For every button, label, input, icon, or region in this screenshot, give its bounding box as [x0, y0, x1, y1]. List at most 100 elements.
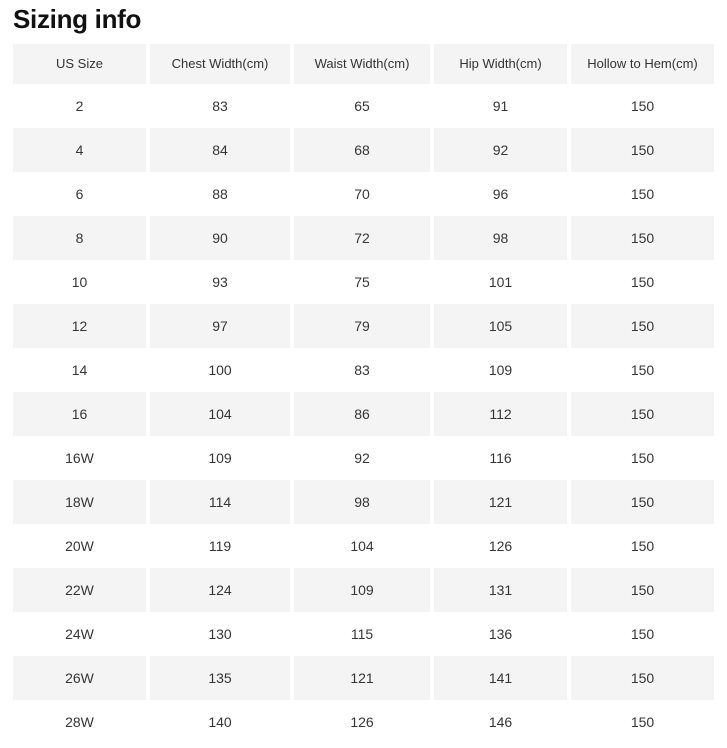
- table-header-row: US Size Chest Width(cm) Waist Width(cm) …: [13, 43, 714, 84]
- chest-width-cell: 84: [150, 127, 290, 172]
- hollow-to-hem-cell: 150: [571, 83, 714, 128]
- sizing-table: US Size Chest Width(cm) Waist Width(cm) …: [13, 43, 714, 744]
- us-size-cell: 16W: [13, 435, 146, 480]
- table-row: 18W 114 98 121 150: [13, 479, 714, 524]
- page-title: Sizing info: [13, 4, 142, 34]
- chest-width-cell: 114: [150, 479, 290, 524]
- us-size-cell: 2: [13, 83, 146, 128]
- table-row: 14 100 83 109 150: [13, 347, 714, 392]
- hollow-to-hem-cell: 150: [571, 611, 714, 656]
- table-body: 2 83 65 91 150 4 84 68 92 150 6 88 70 96…: [13, 83, 714, 744]
- chest-width-cell: 140: [150, 699, 290, 744]
- hip-width-cell: 136: [434, 611, 567, 656]
- us-size-cell: 10: [13, 259, 146, 304]
- us-size-cell: 20W: [13, 523, 146, 568]
- table-row: 2 83 65 91 150: [13, 83, 714, 128]
- waist-width-cell: 68: [294, 127, 430, 172]
- hollow-to-hem-cell: 150: [571, 655, 714, 700]
- waist-width-cell: 70: [294, 171, 430, 216]
- hip-width-cell: 121: [434, 479, 567, 524]
- waist-width-cell: 72: [294, 215, 430, 260]
- us-size-cell: 4: [13, 127, 146, 172]
- waist-width-cell: 115: [294, 611, 430, 656]
- table-row: 24W 130 115 136 150: [13, 611, 714, 656]
- hip-width-cell: 131: [434, 567, 567, 612]
- waist-width-cell: 86: [294, 391, 430, 436]
- hip-width-cell: 98: [434, 215, 567, 260]
- waist-width-cell: 98: [294, 479, 430, 524]
- table-row: 22W 124 109 131 150: [13, 567, 714, 612]
- chest-width-cell: 124: [150, 567, 290, 612]
- hip-width-cell: 109: [434, 347, 567, 392]
- chest-width-cell: 109: [150, 435, 290, 480]
- us-size-cell: 18W: [13, 479, 146, 524]
- us-size-cell: 8: [13, 215, 146, 260]
- hip-width-cell: 92: [434, 127, 567, 172]
- waist-width-cell: 121: [294, 655, 430, 700]
- hip-width-cell: 116: [434, 435, 567, 480]
- hollow-to-hem-cell: 150: [571, 303, 714, 348]
- chest-width-cell: 97: [150, 303, 290, 348]
- chest-width-cell: 88: [150, 171, 290, 216]
- chest-width-cell: 104: [150, 391, 290, 436]
- table-row: 16W 109 92 116 150: [13, 435, 714, 480]
- table-row: 4 84 68 92 150: [13, 127, 714, 172]
- hip-width-cell: 112: [434, 391, 567, 436]
- waist-width-cell: 75: [294, 259, 430, 304]
- waist-width-cell: 79: [294, 303, 430, 348]
- us-size-cell: 28W: [13, 699, 146, 744]
- us-size-cell: 6: [13, 171, 146, 216]
- hollow-to-hem-cell: 150: [571, 171, 714, 216]
- hollow-to-hem-cell: 150: [571, 435, 714, 480]
- chest-width-cell: 119: [150, 523, 290, 568]
- waist-width-cell: 104: [294, 523, 430, 568]
- hollow-to-hem-cell: 150: [571, 259, 714, 304]
- hip-width-cell: 141: [434, 655, 567, 700]
- chest-width-cell: 83: [150, 83, 290, 128]
- header-chest-width: Chest Width(cm): [150, 43, 290, 84]
- us-size-cell: 16: [13, 391, 146, 436]
- header-us-size: US Size: [13, 43, 146, 84]
- table-row: 10 93 75 101 150: [13, 259, 714, 304]
- us-size-cell: 22W: [13, 567, 146, 612]
- hollow-to-hem-cell: 150: [571, 127, 714, 172]
- table-row: 6 88 70 96 150: [13, 171, 714, 216]
- table-row: 16 104 86 112 150: [13, 391, 714, 436]
- hollow-to-hem-cell: 150: [571, 567, 714, 612]
- waist-width-cell: 83: [294, 347, 430, 392]
- table-row: 12 97 79 105 150: [13, 303, 714, 348]
- hip-width-cell: 126: [434, 523, 567, 568]
- table-row: 28W 140 126 146 150: [13, 699, 714, 744]
- table-row: 26W 135 121 141 150: [13, 655, 714, 700]
- header-waist-width: Waist Width(cm): [294, 43, 430, 84]
- chest-width-cell: 130: [150, 611, 290, 656]
- hollow-to-hem-cell: 150: [571, 479, 714, 524]
- hip-width-cell: 146: [434, 699, 567, 744]
- us-size-cell: 24W: [13, 611, 146, 656]
- hollow-to-hem-cell: 150: [571, 391, 714, 436]
- hip-width-cell: 105: [434, 303, 567, 348]
- table-row: 8 90 72 98 150: [13, 215, 714, 260]
- us-size-cell: 14: [13, 347, 146, 392]
- table-row: 20W 119 104 126 150: [13, 523, 714, 568]
- hollow-to-hem-cell: 150: [571, 347, 714, 392]
- hip-width-cell: 96: [434, 171, 567, 216]
- waist-width-cell: 65: [294, 83, 430, 128]
- header-hip-width: Hip Width(cm): [434, 43, 567, 84]
- chest-width-cell: 93: [150, 259, 290, 304]
- waist-width-cell: 126: [294, 699, 430, 744]
- chest-width-cell: 100: [150, 347, 290, 392]
- us-size-cell: 12: [13, 303, 146, 348]
- header-hollow-to-hem: Hollow to Hem(cm): [571, 43, 714, 84]
- us-size-cell: 26W: [13, 655, 146, 700]
- waist-width-cell: 92: [294, 435, 430, 480]
- hip-width-cell: 91: [434, 83, 567, 128]
- hollow-to-hem-cell: 150: [571, 215, 714, 260]
- hip-width-cell: 101: [434, 259, 567, 304]
- waist-width-cell: 109: [294, 567, 430, 612]
- hollow-to-hem-cell: 150: [571, 523, 714, 568]
- chest-width-cell: 90: [150, 215, 290, 260]
- chest-width-cell: 135: [150, 655, 290, 700]
- hollow-to-hem-cell: 150: [571, 699, 714, 744]
